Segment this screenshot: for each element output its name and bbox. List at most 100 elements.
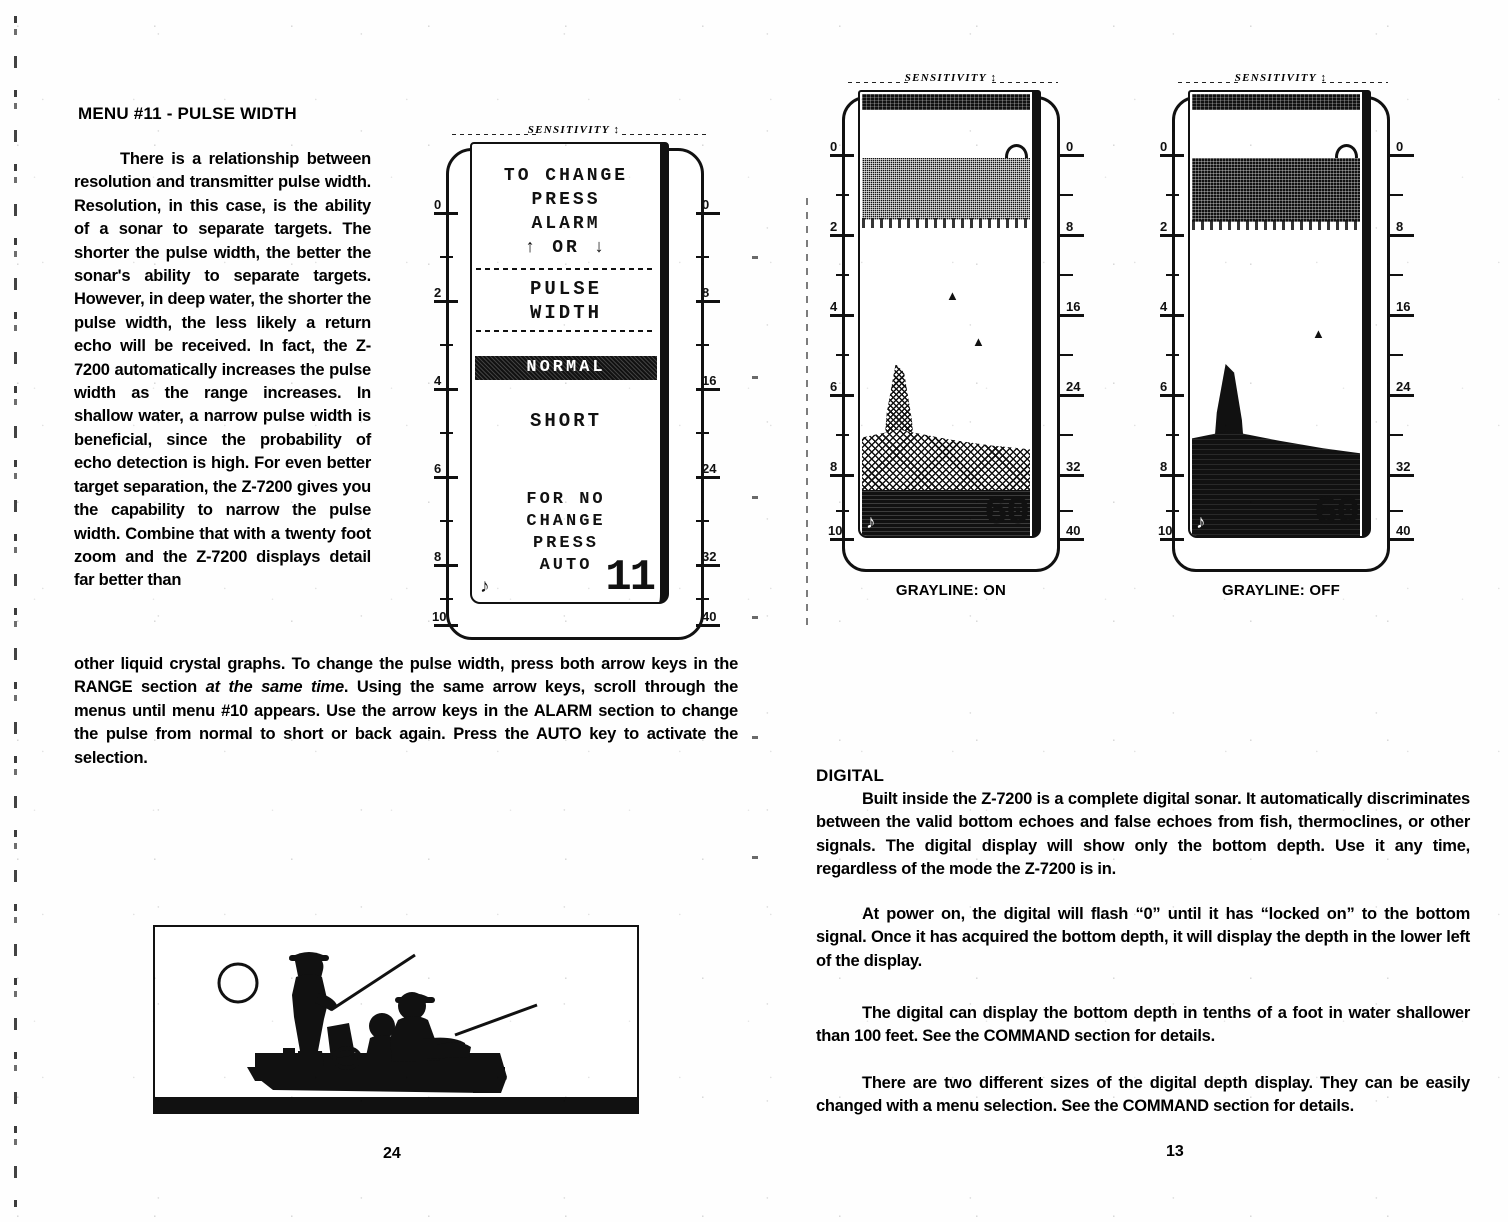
paragraph-text-pre: other liquid crystal graphs. To change t… bbox=[74, 655, 738, 697]
sensitivity-rule-on-right bbox=[992, 82, 1058, 83]
clutter-fringe-off bbox=[1192, 220, 1360, 230]
scale-on-left-10: 10 bbox=[828, 523, 843, 538]
fish-symbol-icon: ♪ bbox=[480, 576, 490, 597]
sensitivity-label-off: SENSITIVITY ↕ bbox=[1234, 72, 1328, 84]
sun-icon bbox=[217, 962, 259, 1004]
scale-off-right-40: 40 bbox=[1396, 523, 1411, 538]
scale-left-label-10: 10 bbox=[432, 609, 447, 624]
depth-scale-right: 0 8 16 24 32 40 bbox=[682, 128, 722, 648]
sensitivity-label-on: SENSITIVITY ↕ bbox=[904, 72, 998, 84]
menu-option-normal-selected[interactable]: NORMAL bbox=[475, 356, 657, 380]
pulse-width-paragraph: There is a relationship between resoluti… bbox=[74, 150, 371, 590]
scale-off-right-32: 32 bbox=[1396, 459, 1411, 474]
sonar-screen-on[interactable]: ▲ ▲ 60 ♪ bbox=[858, 90, 1041, 538]
menu-bar-on bbox=[862, 94, 1030, 110]
scale-on-right-24: 24 bbox=[1066, 379, 1081, 394]
scale-off-right-8: 8 bbox=[1396, 219, 1404, 234]
digital-paragraph-1: Built inside the Z-7200 is a complete di… bbox=[816, 790, 1470, 879]
sensitivity-rule-left bbox=[452, 134, 538, 135]
sensitivity-rule-off-right bbox=[1322, 82, 1388, 83]
depth-scale-right-off: 0 8 16 24 32 40 bbox=[1376, 78, 1416, 578]
depth-scale-right-on: 0 8 16 24 32 40 bbox=[1046, 78, 1086, 578]
menu-bar-off bbox=[1192, 94, 1360, 110]
scale-off-right-24: 24 bbox=[1396, 379, 1411, 394]
sensitivity-rule-right bbox=[622, 134, 710, 135]
scale-right-label-8: 8 bbox=[702, 285, 710, 300]
scale-left-label-8: 8 bbox=[434, 549, 442, 564]
digital-section-heading: DIGITAL bbox=[816, 766, 885, 785]
scale-on-left-4: 4 bbox=[830, 299, 838, 314]
menu-title-line-1: PULSE bbox=[529, 278, 602, 300]
menu-separator-bottom bbox=[476, 330, 656, 332]
binding-edge-artifact bbox=[14, 16, 17, 1212]
page-number-left: 24 bbox=[383, 1145, 401, 1162]
scale-right-label-40: 40 bbox=[702, 609, 717, 624]
scale-on-right-32: 32 bbox=[1066, 459, 1081, 474]
pulse-width-continuation-paragraph: other liquid crystal graphs. To change t… bbox=[74, 653, 738, 770]
menu-lcd-figure: SENSITIVITY ↕ 0 2 4 6 8 10 0 8 16 24 bbox=[424, 124, 724, 648]
menu-footer-line-1: FOR NO bbox=[526, 490, 606, 509]
sonar-screen-off[interactable]: ▲ 60 ♪ bbox=[1188, 90, 1371, 538]
scale-on-right-8: 8 bbox=[1066, 219, 1074, 234]
scale-right-label-0: 0 bbox=[702, 197, 710, 212]
depth-scale-left-on: 0 2 4 6 8 10 bbox=[828, 78, 868, 578]
menu-option-short[interactable]: SHORT bbox=[529, 410, 602, 432]
sensitivity-rule-off-left bbox=[1178, 82, 1240, 83]
page-title: MENU #11 - PULSE WIDTH bbox=[78, 104, 297, 123]
menu-footer-line-2: CHANGE bbox=[526, 512, 606, 531]
digital-paragraph-2: At power on, the digital will flash “0” … bbox=[816, 905, 1470, 970]
scale-on-right-40: 40 bbox=[1066, 523, 1081, 538]
scale-left-label-6: 6 bbox=[434, 461, 442, 476]
digital-depth-readout-off: 60 bbox=[1313, 491, 1360, 536]
page-number-right: 13 bbox=[1166, 1143, 1184, 1160]
menu-instruction-line-3: ALARM bbox=[531, 214, 601, 234]
menu-instruction-line-4: ↑ OR ↓ bbox=[524, 238, 608, 258]
scale-off-left-4: 4 bbox=[1160, 299, 1168, 314]
menu-instruction-line-2: PRESS bbox=[531, 190, 601, 210]
sensitivity-label: SENSITIVITY ↕ bbox=[527, 124, 621, 136]
fish-symbol-icon-off: ♪ bbox=[1196, 512, 1206, 533]
scale-left-label-4: 4 bbox=[434, 373, 442, 388]
scale-off-left-0: 0 bbox=[1160, 139, 1168, 154]
fish-symbol-icon-on: ♪ bbox=[866, 512, 876, 533]
scale-right-label-16: 16 bbox=[702, 373, 717, 388]
scale-off-left-6: 6 bbox=[1160, 379, 1168, 394]
menu-number-indicator: 11 bbox=[605, 553, 656, 603]
scale-on-right-0: 0 bbox=[1066, 139, 1074, 154]
sensitivity-rule-on-left bbox=[848, 82, 910, 83]
digital-paragraph-3: The digital can display the bottom depth… bbox=[816, 1004, 1470, 1046]
paragraph-text-post: . Using the same arrow keys, scroll thro… bbox=[74, 678, 738, 767]
paragraph-text-emphasis: at the same time bbox=[205, 678, 345, 697]
scale-off-right-16: 16 bbox=[1396, 299, 1411, 314]
depth-scale-left-off: 0 2 4 6 8 10 bbox=[1158, 78, 1198, 578]
scale-right-label-24: 24 bbox=[702, 461, 717, 476]
menu-separator-top bbox=[476, 268, 656, 270]
bass-boat-anglers-silhouette bbox=[155, 951, 637, 1112]
scale-on-right-16: 16 bbox=[1066, 299, 1081, 314]
digital-paragraph-4: There are two different sizes of the dig… bbox=[816, 1074, 1470, 1116]
fish-arch-icon-on-1: ▲ bbox=[946, 288, 959, 303]
gutter-divider-line bbox=[806, 196, 808, 626]
sonar-figure-grayline-on: SENSITIVITY ↕ 0 2 4 6 8 10 0 8 16 24 32 bbox=[828, 72, 1084, 599]
scale-left-label-0: 0 bbox=[434, 197, 442, 212]
figure-caption-grayline-off: GRAYLINE: OFF bbox=[1222, 582, 1340, 599]
figure-caption-grayline-on: GRAYLINE: ON bbox=[895, 582, 1007, 599]
scale-on-left-0: 0 bbox=[830, 139, 838, 154]
menu-title-line-2: WIDTH bbox=[529, 302, 602, 324]
scale-on-left-6: 6 bbox=[830, 379, 838, 394]
scale-off-left-2: 2 bbox=[1160, 219, 1168, 234]
scale-off-left-8: 8 bbox=[1160, 459, 1168, 474]
scale-left-label-2: 2 bbox=[434, 285, 442, 300]
clutter-fringe-on bbox=[862, 218, 1030, 228]
fish-arch-icon-on-2: ▲ bbox=[972, 334, 985, 349]
menu-screen[interactable]: TO CHANGE PRESS ALARM ↑ OR ↓ PULSE WIDTH… bbox=[470, 142, 669, 604]
waterline bbox=[155, 1097, 637, 1112]
surface-clutter-off bbox=[1192, 158, 1360, 222]
boat-illustration-frame bbox=[153, 925, 639, 1114]
scale-on-left-2: 2 bbox=[830, 219, 838, 234]
menu-instruction-line-1: TO CHANGE bbox=[503, 166, 629, 186]
digital-depth-readout-on: 60 bbox=[983, 491, 1030, 536]
surface-clutter-on bbox=[862, 158, 1030, 220]
sonar-figure-grayline-off: SENSITIVITY ↕ 0 2 4 6 8 10 0 8 16 24 32 bbox=[1158, 72, 1414, 599]
